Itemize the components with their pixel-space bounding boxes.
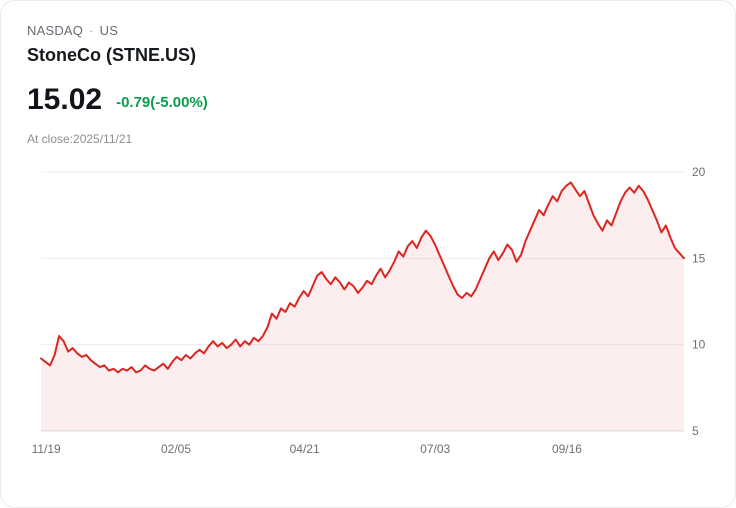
price-area: [41, 182, 684, 431]
quote-header: NASDAQ · US StoneCo (STNE.US) 15.02 -0.79(…: [1, 23, 735, 146]
x-tick-label: 09/16: [552, 442, 582, 456]
y-tick-label: 10: [692, 338, 706, 352]
x-tick-label: 04/21: [290, 442, 320, 456]
x-tick-label: 11/19: [32, 442, 61, 456]
exchange-info: NASDAQ · US: [27, 23, 709, 38]
price-row: 15.02 -0.79(-5.00%): [27, 85, 709, 115]
price-chart: 5 10 15 20 11/19 02/05 04/21 07/03 09/16: [32, 165, 706, 456]
y-tick-label: 20: [692, 165, 706, 179]
dot-separator: ·: [89, 23, 94, 38]
x-tick-label: 07/03: [420, 442, 450, 456]
y-tick-label: 15: [692, 251, 706, 265]
region-label: US: [99, 23, 119, 38]
exchange-label: NASDAQ: [27, 23, 84, 38]
x-tick-label: 02/05: [161, 442, 191, 456]
stock-title: StoneCo (STNE.US): [27, 45, 196, 65]
price-change: -0.79(-5.00%): [116, 93, 208, 111]
price-value: 15.02: [27, 83, 103, 116]
y-tick-label: 5: [692, 424, 699, 438]
close-time-label: At close:2025/11/21: [27, 132, 133, 146]
price-line: [40, 181, 685, 374]
chart-area: 5 10 15 20 11/19 02/05 04/21 07/03 09/16: [1, 162, 735, 462]
